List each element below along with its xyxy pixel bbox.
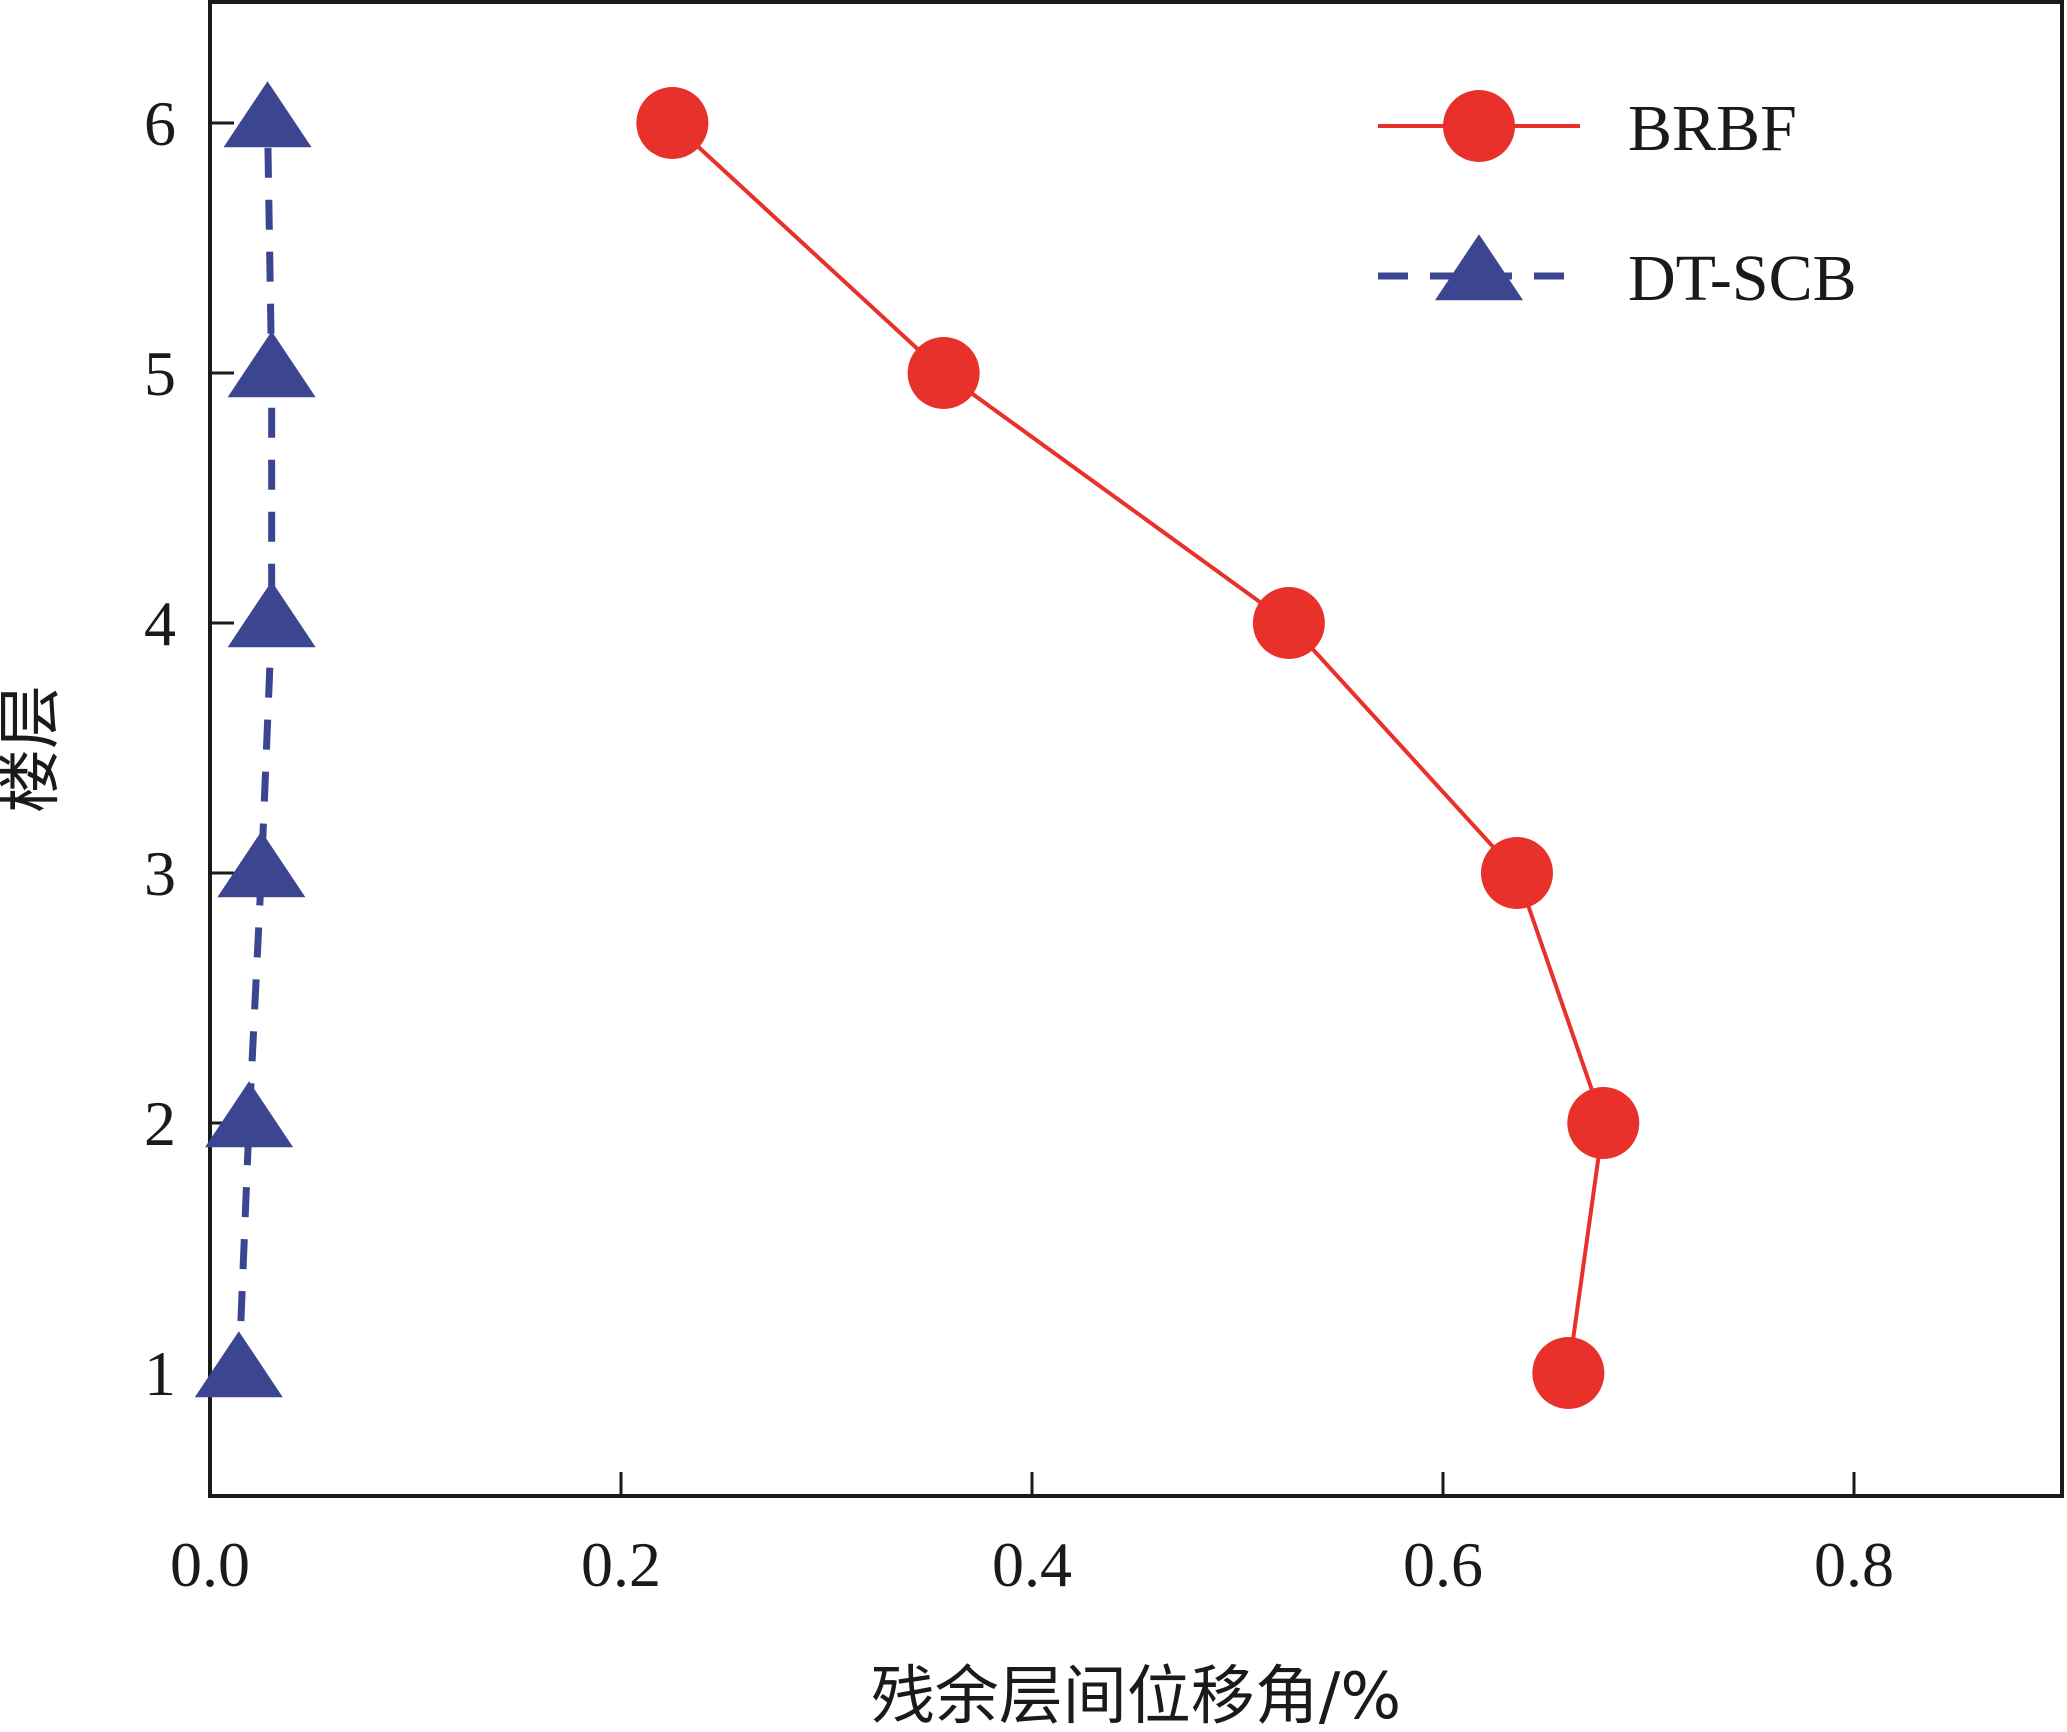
y-tick-label: 6: [144, 88, 176, 159]
data-point-brbf: [1252, 587, 1325, 659]
x-axis-title: 残余层间位移角/%: [871, 1660, 1401, 1732]
data-point-dt-scb: [223, 81, 312, 148]
y-tick-label: 1: [144, 1338, 176, 1409]
x-axis-ticks: 0.0 0.2 0.4 0.6 0.8: [170, 1472, 1894, 1600]
data-point-dt-scb: [217, 831, 306, 898]
series-layer: [194, 81, 1640, 1409]
data-point-brbf: [636, 87, 709, 159]
data-point-dt-scb: [227, 331, 316, 398]
x-tick-label: 0.2: [581, 1529, 661, 1600]
data-point-dt-scb: [227, 581, 316, 648]
data-point-brbf: [907, 337, 980, 409]
x-tick-label: 0.4: [992, 1529, 1072, 1600]
series-line-brbf: [671, 121, 1606, 1374]
y-tick-label: 2: [144, 1088, 176, 1159]
legend: BRBF DT-SCB: [1378, 90, 1857, 315]
data-point-dt-scb: [194, 1331, 283, 1398]
y-tick-label: 5: [144, 338, 176, 409]
x-tick-label: 0.6: [1403, 1529, 1483, 1600]
y-axis-title: 楼层: [0, 685, 68, 813]
data-point-brbf: [1532, 1337, 1605, 1409]
data-point-brbf: [1567, 1087, 1640, 1159]
x-tick-label: 0.0: [170, 1529, 250, 1600]
legend-label-brbf: BRBF: [1628, 92, 1797, 165]
legend-marker-dt-scb: [1435, 234, 1523, 301]
y-axis-ticks: 1 2 3 4 5 6: [144, 88, 234, 1409]
data-point-dt-scb: [205, 1081, 294, 1148]
legend-label-dt-scb: DT-SCB: [1628, 242, 1857, 315]
legend-marker-brbf: [1443, 90, 1515, 162]
x-tick-label: 0.8: [1814, 1529, 1894, 1600]
data-point-brbf: [1480, 837, 1553, 909]
series-line-dt-scb: [235, 122, 276, 1374]
y-tick-label: 3: [144, 838, 176, 909]
plot-frame: [208, 0, 2064, 1498]
y-tick-label: 4: [144, 588, 176, 659]
